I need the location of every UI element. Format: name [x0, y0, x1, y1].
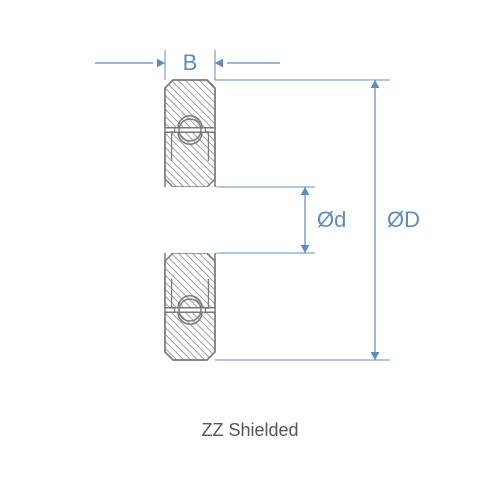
- label-D: ØD: [387, 207, 420, 232]
- label-B: B: [183, 50, 198, 75]
- diagram-caption: ZZ Shielded: [0, 420, 500, 441]
- diagram-canvas: B ØD Ød ZZ Shielded: [0, 0, 500, 500]
- label-d: Ød: [317, 207, 346, 232]
